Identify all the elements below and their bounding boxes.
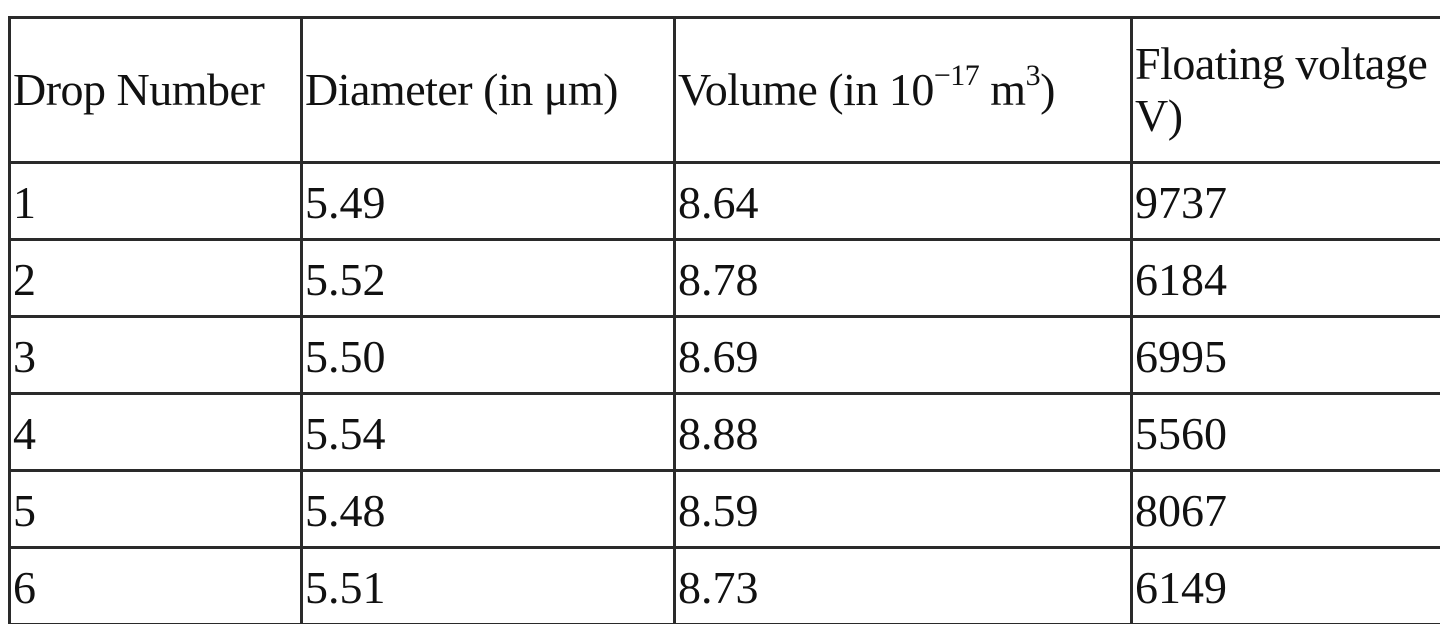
cell-drop: 4 — [8, 392, 303, 472]
cell-diameter: 5.50 — [300, 315, 676, 395]
cell-voltage: 9737 — [1130, 161, 1440, 241]
cell-drop: 5 — [8, 469, 303, 549]
cell-volume: 8.64 — [673, 161, 1133, 241]
header-volume-prefix: Volume (in 10 — [678, 64, 934, 115]
cell-voltage: 6149 — [1130, 546, 1440, 624]
cell-diameter: 5.51 — [300, 546, 676, 624]
header-drop-number: Drop Number — [8, 16, 303, 164]
table-row: 5 5.48 8.59 8067 — [8, 469, 1440, 549]
cell-diameter: 5.54 — [300, 392, 676, 472]
cell-voltage: 6184 — [1130, 238, 1440, 318]
cell-diameter: 5.52 — [300, 238, 676, 318]
table-row: 4 5.54 8.88 5560 — [8, 392, 1440, 472]
header-volume-unit: m — [979, 64, 1026, 115]
cell-volume: 8.59 — [673, 469, 1133, 549]
header-row: Drop Number Diameter (in μm) Volume (in … — [8, 16, 1440, 164]
cell-diameter: 5.48 — [300, 469, 676, 549]
header-volume-unit-exponent: 3 — [1025, 58, 1041, 92]
table-row: 1 5.49 8.64 9737 — [8, 161, 1440, 241]
cell-drop: 1 — [8, 161, 303, 241]
cell-volume: 8.73 — [673, 546, 1133, 624]
cell-drop: 3 — [8, 315, 303, 395]
cell-volume: 8.88 — [673, 392, 1133, 472]
header-diameter: Diameter (in μm) — [300, 16, 676, 164]
header-volume-exponent: −17 — [933, 58, 980, 92]
header-floating-voltage: Floating voltage (in V) — [1130, 16, 1440, 164]
cell-diameter: 5.49 — [300, 161, 676, 241]
cell-voltage: 5560 — [1130, 392, 1440, 472]
header-volume-suffix: ) — [1040, 64, 1055, 115]
data-table: Drop Number Diameter (in μm) Volume (in … — [8, 16, 1440, 624]
table-row: 3 5.50 8.69 6995 — [8, 315, 1440, 395]
table-row: 6 5.51 8.73 6149 — [8, 546, 1440, 624]
cell-drop: 2 — [8, 238, 303, 318]
header-volume: Volume (in 10−17 m3) — [673, 16, 1133, 164]
cell-voltage: 8067 — [1130, 469, 1440, 549]
cell-volume: 8.69 — [673, 315, 1133, 395]
cell-volume: 8.78 — [673, 238, 1133, 318]
cell-voltage: 6995 — [1130, 315, 1440, 395]
table-row: 2 5.52 8.78 6184 — [8, 238, 1440, 318]
cell-drop: 6 — [8, 546, 303, 624]
